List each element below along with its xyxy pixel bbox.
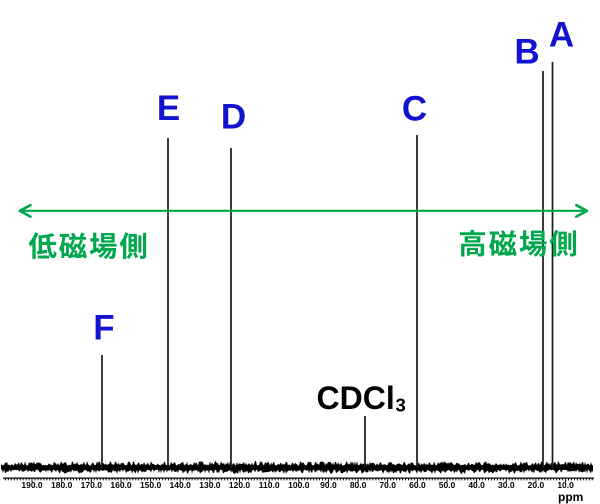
svg-text:E: E (157, 89, 180, 128)
svg-text:140.0: 140.0 (170, 480, 192, 490)
svg-text:90.0: 90.0 (320, 480, 337, 490)
svg-text:170.0: 170.0 (81, 480, 103, 490)
svg-text:100.0: 100.0 (288, 480, 310, 490)
svg-text:ppm: ppm (558, 490, 583, 504)
svg-text:CDCl: CDCl (317, 380, 395, 416)
svg-text:110.0: 110.0 (259, 480, 280, 490)
svg-text:120.0: 120.0 (229, 480, 251, 490)
svg-text:10.0: 10.0 (557, 480, 574, 490)
svg-text:A: A (549, 16, 574, 55)
svg-text:20.0: 20.0 (528, 480, 545, 490)
svg-text:80.0: 80.0 (350, 480, 367, 490)
svg-text:C: C (402, 90, 427, 129)
svg-text:190.0: 190.0 (21, 480, 43, 490)
svg-text:F: F (93, 309, 114, 348)
svg-text:3: 3 (396, 395, 406, 416)
svg-text:30.0: 30.0 (498, 480, 515, 490)
svg-text:D: D (221, 98, 246, 137)
svg-text:70.0: 70.0 (379, 480, 396, 490)
svg-text:40.0: 40.0 (468, 480, 485, 490)
svg-text:160.0: 160.0 (110, 480, 132, 490)
svg-text:150.0: 150.0 (140, 480, 162, 490)
svg-text:180.0: 180.0 (51, 480, 73, 490)
svg-text:B: B (514, 33, 539, 72)
svg-text:60.0: 60.0 (409, 480, 426, 490)
svg-text:50.0: 50.0 (439, 480, 456, 490)
svg-text:130.0: 130.0 (199, 480, 221, 490)
